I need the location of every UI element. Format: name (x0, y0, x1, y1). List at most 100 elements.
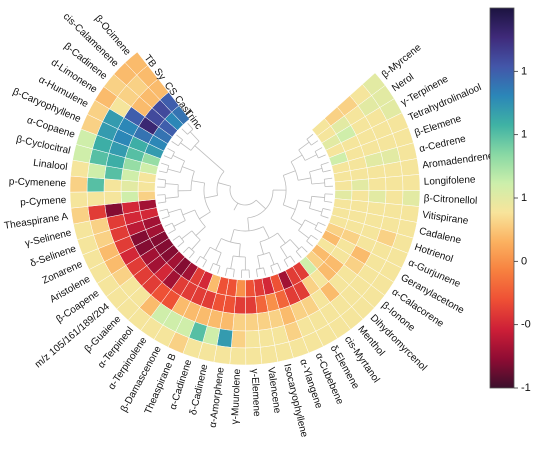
dendrogram-branch (311, 182, 325, 185)
dendrogram-branch (171, 141, 179, 147)
dendrogram-branch (167, 168, 181, 173)
colorbar-tick-label: -0 (521, 319, 531, 331)
dendrogram-branch (255, 269, 258, 278)
dendrogram-branch (194, 145, 225, 172)
dendrogram-branch (259, 241, 264, 255)
dendrogram-branch (190, 140, 200, 151)
dendrogram-branch (317, 222, 326, 226)
dendrogram-branch (298, 141, 310, 151)
heatmap-cell (137, 181, 156, 192)
heatmap-cell (137, 190, 156, 202)
dendrogram-branch (194, 209, 206, 227)
dendrogram-branch (173, 220, 186, 227)
dendrogram-branch (177, 241, 185, 248)
dendrogram-branch (199, 211, 211, 220)
colorbar-tick-label: 1 (521, 192, 527, 204)
dendrogram-branch (263, 267, 266, 276)
dendrogram-branch (167, 147, 175, 153)
heatmap-cell (385, 190, 404, 206)
dendrogram-branch (161, 162, 169, 166)
dendrogram-branch (310, 234, 318, 241)
dendrogram-branch (230, 229, 235, 243)
compound-label: β-Citronellol (424, 193, 478, 207)
heatmap-cell (103, 178, 122, 192)
colorbar-gradient (489, 7, 515, 389)
heatmap-cell (70, 206, 91, 225)
dendrogram-branch (255, 199, 266, 210)
compound-label: Linalool (33, 158, 69, 173)
dendrogram-branch (203, 182, 211, 213)
dendrogram-branch (164, 222, 173, 227)
dendrogram (157, 122, 333, 278)
dendrogram-branch (165, 183, 179, 186)
dendrogram-branch (191, 239, 201, 250)
dendrogram-branch (295, 251, 302, 258)
dendrogram-branch (314, 147, 323, 152)
dendrogram-branch (227, 267, 235, 270)
heatmap-cell (103, 191, 122, 205)
dendrogram-branch (182, 166, 195, 172)
heatmap-cell (259, 344, 279, 365)
heatmap-cell (368, 190, 387, 204)
dendrogram-branch (298, 230, 310, 239)
heatmap-cell (258, 328, 275, 348)
dendrogram-branch (311, 195, 325, 198)
dendrogram-branch (221, 238, 241, 245)
dendrogram-branch (182, 209, 195, 216)
dendrogram-branch (298, 177, 311, 181)
dendrogram-branch (159, 208, 168, 212)
dendrogram-branch (322, 208, 331, 211)
dendrogram-branch (229, 185, 257, 206)
colorbar-tick-label: 0 (521, 255, 527, 267)
compound-label: Aromadendrene (422, 151, 495, 172)
compound-label: Valencene (265, 366, 283, 414)
dendrogram-branch (283, 204, 296, 210)
heatmap-cell (230, 330, 246, 349)
dendrogram-branch (209, 263, 214, 271)
dendrogram-branch (168, 229, 176, 234)
dendrogram-branch (195, 256, 201, 264)
dendrogram-branch (324, 177, 333, 180)
heatmap-cell (69, 191, 89, 209)
heatmap-cell (400, 158, 420, 177)
compound-label: γ-Elemene (249, 368, 262, 417)
dendrogram-branch (290, 255, 296, 263)
dendrogram-branch (257, 255, 261, 269)
heatmap-cell (351, 190, 370, 202)
dendrogram-branch (277, 262, 282, 271)
dendrogram-branch (230, 255, 234, 269)
heatmap-cells (69, 51, 421, 366)
dendrogram-branch (203, 247, 211, 259)
dendrogram-branch (309, 208, 323, 213)
compound-label: p-Cymenene (9, 176, 67, 189)
dendrogram-branch (306, 240, 313, 247)
dendrogram-branch (297, 199, 311, 203)
dendrogram-branch (283, 170, 296, 176)
dendrogram-branch (157, 201, 166, 204)
dendrogram-branch (204, 195, 218, 199)
compound-label: α-Amorphene (208, 366, 227, 428)
colorbar-tick-label: 1 (521, 129, 527, 141)
dendrogram-branch (318, 154, 326, 159)
dendrogram-branch (290, 218, 303, 226)
dendrogram-branch (304, 219, 317, 227)
dendrogram-branch (301, 246, 308, 253)
dendrogram-branch (309, 168, 323, 173)
dendrogram-branch (172, 235, 180, 241)
dendrogram-branch (158, 170, 167, 174)
compound-label: β-Myrcene (380, 42, 424, 81)
heatmap-cell (351, 178, 370, 191)
dendrogram-branch (270, 262, 278, 267)
dendrogram-branch (320, 208, 324, 216)
dendrogram-branch (224, 267, 228, 276)
dendrogram-branch (195, 226, 206, 236)
colorbar-tick-label: 1 (521, 65, 527, 77)
dendrogram-branch (216, 252, 222, 265)
heatmap-cell (120, 191, 139, 204)
dendrogram-branch (289, 239, 300, 250)
compound-label: p-Cymene (20, 195, 67, 209)
compound-label: γ-Muurolene (230, 368, 243, 424)
dendrogram-branch (176, 134, 183, 141)
heatmap-cell (245, 330, 261, 349)
dendrogram-branch (320, 215, 329, 219)
